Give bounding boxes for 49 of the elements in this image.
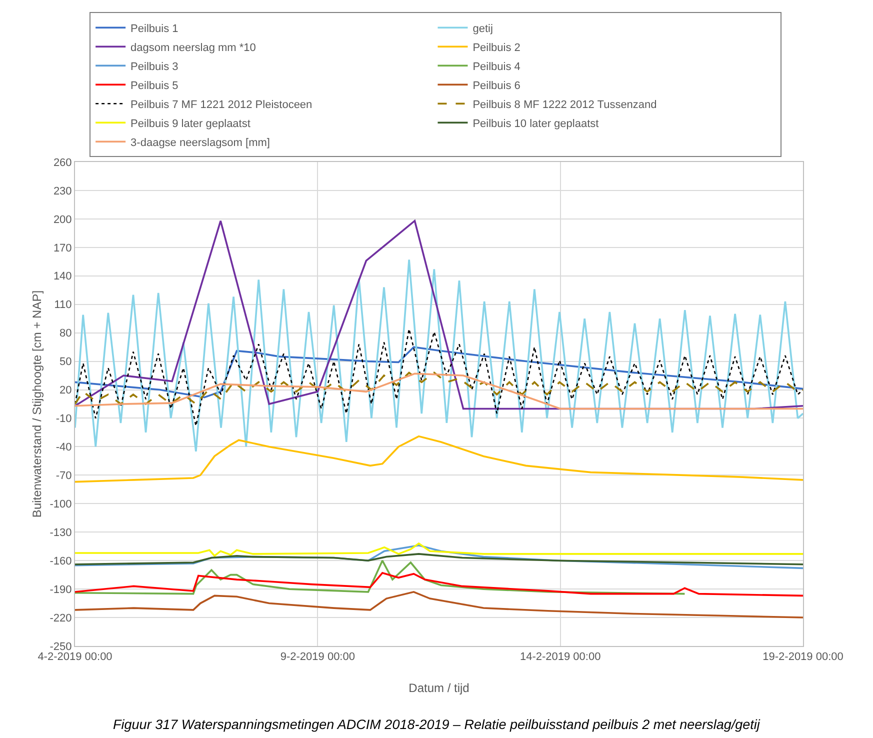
line-series	[75, 372, 803, 405]
x-tick-label: 9-2-2019 00:00	[280, 651, 355, 664]
legend-label: Peilbuis 9 later geplaatst	[130, 118, 250, 130]
line-series	[75, 435, 803, 483]
line-series	[75, 542, 803, 557]
y-tick-label: 200	[53, 214, 72, 226]
line-series	[75, 560, 686, 595]
y-tick-label: -160	[50, 555, 72, 568]
y-tick-label: 110	[54, 299, 72, 312]
y-tick-label: 20	[60, 384, 72, 397]
legend-label: Peilbuis 3	[130, 60, 178, 73]
line-series	[75, 553, 803, 566]
y-tick-label: -250	[50, 640, 72, 653]
line-series	[75, 346, 803, 398]
legend-label: 3-daagse neerslagsom [mm]	[130, 136, 270, 149]
line-series	[75, 258, 803, 452]
legend-label: getij	[472, 22, 493, 35]
y-tick-label: -220	[50, 612, 72, 624]
y-tick-label: -100	[50, 498, 72, 510]
y-tick-label: 50	[60, 356, 72, 368]
y-tick-label: 140	[53, 270, 72, 283]
text: Figuur 317 Waterspanningsmetingen ADCIM 2018-2019 – Relatie peilbuisstand peilbuis 2 met neerslag/getij	[113, 717, 761, 732]
legend-label: Peilbuis 5	[130, 80, 178, 92]
legend-label: dagsom neerslag mm *10	[130, 42, 256, 54]
line-series	[75, 328, 803, 426]
x-axis-title: Datum / tijd	[408, 681, 470, 695]
line-series	[75, 591, 803, 618]
legend-label: Peilbuis 2	[472, 42, 520, 54]
y-tick-label: 170	[53, 242, 72, 254]
y-tick-label: -190	[50, 584, 72, 596]
legend-label: Peilbuis 8 MF 1222 2012 Tussenzand	[472, 98, 657, 111]
y-axis-title: Buitenwaterstand / Stijghoogte [cm + NAP]	[30, 290, 44, 518]
y-tick-label: 260	[53, 156, 72, 169]
x-tick-label: 14-2-2019 00:00	[520, 651, 601, 664]
y-tick-label: -130	[50, 526, 72, 539]
x-tick-label: 19-2-2019 00:00	[762, 651, 844, 664]
legend-label: Peilbuis 6	[472, 80, 520, 92]
x-tick-label: 4-2-2019 00:00	[38, 651, 112, 664]
line-series	[75, 372, 803, 410]
legend-label: Peilbuis 4	[472, 60, 520, 73]
y-tick-label: -70	[56, 470, 72, 482]
y-tick-label: 230	[53, 185, 72, 198]
legend-label: Peilbuis 10 later geplaatst	[472, 118, 599, 130]
y-tick-label: 80	[60, 328, 72, 340]
line-series	[75, 572, 803, 597]
y-tick-label: -40	[56, 442, 72, 454]
legend-label: Peilbuis 7 MF 1221 2012 Pleistoceen	[130, 98, 312, 111]
y-tick-label: -10	[56, 413, 72, 426]
legend-label: Peilbuis 1	[130, 22, 178, 35]
